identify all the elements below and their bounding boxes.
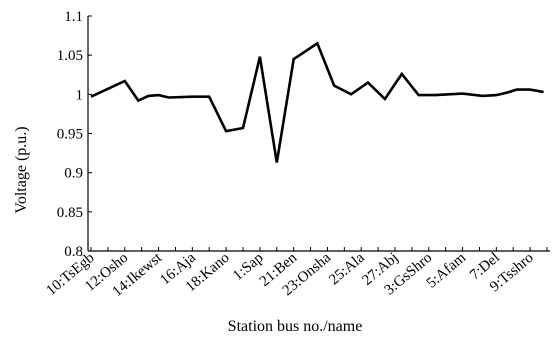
y-tick-label: 1.05 xyxy=(57,48,83,64)
y-tick-label: 1 xyxy=(76,87,84,103)
y-tick-label: 0.95 xyxy=(57,127,83,143)
y-tick-label: 0.9 xyxy=(64,166,83,182)
ticks-layer xyxy=(88,15,548,252)
series-layer xyxy=(90,41,544,163)
y-tick-label: 1.1 xyxy=(64,9,83,25)
axes-layer xyxy=(87,16,550,252)
y-tick-label: 0.8 xyxy=(64,244,83,260)
x-tick-label: 25:Ala xyxy=(326,250,368,289)
x-tick-label: 5:Afam xyxy=(424,250,470,292)
y-tick-label: 0.85 xyxy=(57,205,83,221)
voltage-series-line xyxy=(90,41,544,163)
y-axis-title: Voltage (p.u.) xyxy=(13,126,30,213)
labels-layer: 0.80.850.90.9511.051.110:TsEgb12:Osho14:… xyxy=(43,9,536,300)
x-axis-title: Station bus no./name xyxy=(228,318,363,335)
